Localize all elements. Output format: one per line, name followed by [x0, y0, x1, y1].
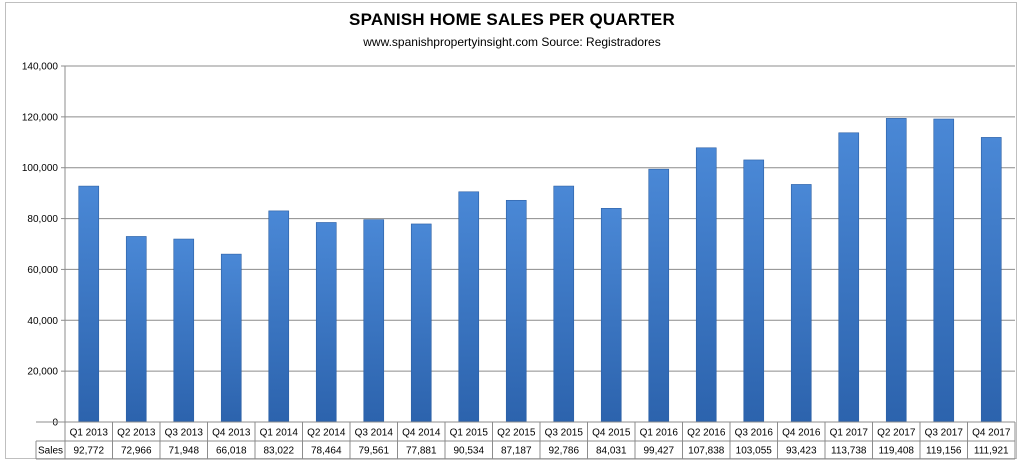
- category-label: Q4 2014: [402, 428, 441, 439]
- bar: [363, 219, 385, 423]
- bar: [268, 210, 290, 423]
- bar: [790, 184, 812, 423]
- y-tick-label: 80,000: [27, 214, 58, 225]
- value-label: 72,966: [121, 446, 152, 457]
- value-label: 93,423: [786, 446, 817, 457]
- value-label: 78,464: [311, 446, 342, 457]
- y-tick-label: 120,000: [22, 112, 59, 123]
- value-label: 103,055: [736, 446, 773, 457]
- category-label: Q3 2017: [925, 428, 964, 439]
- value-label: 66,018: [216, 446, 247, 457]
- bar: [600, 208, 622, 423]
- bar: [553, 185, 575, 423]
- bars: [78, 118, 1002, 423]
- y-tick-label: 0: [52, 418, 58, 429]
- category-label: Q1 2013: [70, 428, 109, 439]
- series-label: Sales: [38, 446, 63, 457]
- category-label: Q2 2017: [877, 428, 916, 439]
- value-label: 107,838: [688, 446, 725, 457]
- category-label: Q1 2014: [260, 428, 299, 439]
- category-label: Q1 2016: [640, 428, 679, 439]
- bar: [980, 137, 1002, 423]
- bar: [315, 222, 337, 423]
- bar: [695, 147, 717, 423]
- category-label: Q3 2014: [355, 428, 394, 439]
- category-label: Q3 2015: [545, 428, 584, 439]
- value-label: 84,031: [596, 446, 627, 457]
- bar: [743, 159, 765, 423]
- category-label: Q3 2016: [735, 428, 774, 439]
- value-label: 111,921: [974, 446, 1009, 457]
- category-label: Q4 2016: [782, 428, 821, 439]
- data-table: Sales Q1 2013 92,772 Q2 2013 72,966 Q3 2013 71…: [35, 421, 1016, 460]
- bar: [173, 238, 195, 423]
- bar: [78, 185, 100, 423]
- chart-subtitle: www.spanishpropertyinsight.com Source: R…: [363, 35, 661, 49]
- y-tick-label: 20,000: [27, 367, 58, 378]
- bar: [458, 191, 480, 423]
- value-label: 79,561: [358, 446, 389, 457]
- gridlines: [65, 65, 1015, 423]
- y-tick-label: 100,000: [22, 163, 59, 174]
- value-label: 119,156: [926, 446, 962, 457]
- bar: [125, 236, 147, 423]
- category-label: Q2 2014: [307, 428, 346, 439]
- category-label: Q2 2015: [497, 428, 536, 439]
- category-label: Q2 2016: [687, 428, 726, 439]
- category-label: Q4 2015: [592, 428, 631, 439]
- value-label: 87,187: [501, 446, 532, 457]
- bar: [220, 253, 242, 423]
- value-label: 90,534: [453, 446, 484, 457]
- bar: [933, 118, 955, 423]
- category-label: Q4 2013: [212, 428, 251, 439]
- value-label: 92,786: [548, 446, 579, 457]
- category-label: Q2 2013: [117, 428, 156, 439]
- value-label: 71,948: [168, 446, 199, 457]
- category-label: Q1 2017: [830, 428, 869, 439]
- bar: [410, 223, 432, 423]
- bar: [648, 168, 670, 423]
- bar: [838, 132, 860, 423]
- chart-title: SPANISH HOME SALES PER QUARTER: [349, 10, 675, 29]
- value-label: 77,881: [406, 446, 437, 457]
- value-label: 113,738: [831, 446, 867, 457]
- bar: [885, 118, 907, 423]
- category-label: Q1 2015: [450, 428, 489, 439]
- value-label: 92,772: [73, 446, 104, 457]
- value-label: 119,408: [879, 446, 915, 457]
- bar: [505, 199, 527, 423]
- category-label: Q3 2013: [165, 428, 204, 439]
- y-tick-label: 140,000: [22, 62, 59, 73]
- y-axis: 0 20,000 40,000 60,000 80,000 100,000 120,000 1…: [22, 62, 66, 429]
- value-label: 83,022: [263, 446, 294, 457]
- y-tick-label: 60,000: [27, 265, 58, 276]
- value-label: 99,427: [643, 446, 674, 457]
- category-label: Q4 2017: [972, 428, 1011, 439]
- y-tick-label: 40,000: [27, 316, 58, 327]
